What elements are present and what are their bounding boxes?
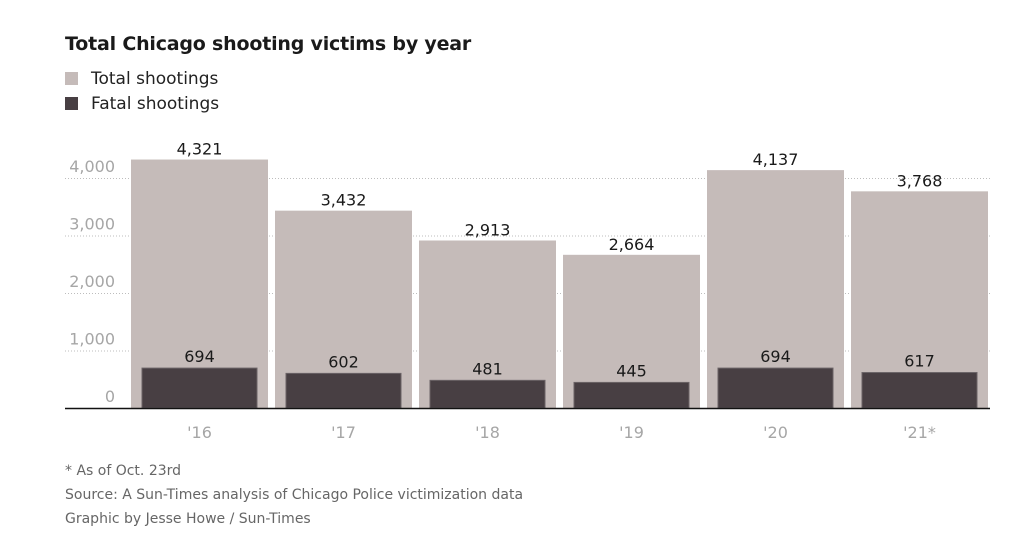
legend-item-total: Total shootings — [65, 66, 219, 91]
data-label-total: 3,432 — [321, 191, 367, 210]
bar-fatal — [141, 367, 258, 409]
x-tick-label: '19 — [619, 423, 644, 442]
data-label-fatal: 694 — [184, 347, 215, 366]
footnote: * As of Oct. 23rd — [65, 463, 182, 479]
bar-fatal — [861, 372, 978, 409]
bar-group: 3,432 602 '17 — [275, 191, 412, 442]
bar-fatal — [573, 381, 690, 409]
bar-fatal — [717, 367, 834, 409]
bar-group: 2,664 445 '19 — [563, 235, 700, 442]
data-label-total: 4,137 — [753, 150, 799, 169]
bar-fatal — [429, 379, 546, 409]
x-tick-label: '18 — [475, 423, 500, 442]
data-label-fatal: 602 — [328, 352, 359, 371]
source-note: Source: A Sun-Times analysis of Chicago … — [65, 487, 524, 503]
legend-label-total: Total shootings — [91, 68, 219, 89]
bar-group: 4,137 694 '20 — [707, 150, 844, 442]
data-label-fatal: 617 — [904, 352, 935, 371]
bar-group: 3,768 617 '21* — [851, 171, 988, 442]
bar-group: 2,913 481 '18 — [419, 221, 556, 442]
x-tick-label: '20 — [763, 423, 788, 442]
legend-swatch-fatal — [65, 97, 78, 110]
bar-group: 4,321 694 '16 — [131, 140, 268, 442]
legend-label-fatal: Fatal shootings — [91, 93, 220, 114]
bar-total — [131, 159, 268, 408]
data-label-total: 2,913 — [465, 221, 511, 240]
data-label-total: 3,768 — [897, 171, 943, 190]
data-label-total: 2,664 — [609, 235, 655, 254]
data-label-fatal: 694 — [760, 347, 791, 366]
y-tick-label: 3,000 — [69, 215, 115, 234]
legend-item-fatal: Fatal shootings — [65, 91, 219, 116]
x-tick-label: '16 — [187, 423, 212, 442]
legend: Total shootings Fatal shootings — [65, 66, 219, 116]
footer: * As of Oct. 23rd Source: A Sun-Times an… — [65, 459, 523, 531]
data-label-fatal: 481 — [472, 359, 503, 378]
y-tick-label: 1,000 — [69, 330, 115, 349]
chart-title: Total Chicago shooting victims by year — [65, 33, 472, 55]
y-tick-label: 0 — [105, 387, 115, 406]
bar-total — [851, 191, 988, 408]
y-tick-label: 2,000 — [69, 272, 115, 291]
x-tick-label: '21* — [903, 423, 936, 442]
data-label-total: 4,321 — [177, 140, 223, 159]
x-tick-label: '17 — [331, 423, 356, 442]
bar-fatal — [285, 372, 402, 409]
legend-swatch-total — [65, 72, 78, 85]
y-tick-label: 4,000 — [69, 157, 115, 176]
data-label-fatal: 445 — [616, 361, 647, 380]
credit-note: Graphic by Jesse Howe / Sun-Times — [65, 511, 311, 527]
